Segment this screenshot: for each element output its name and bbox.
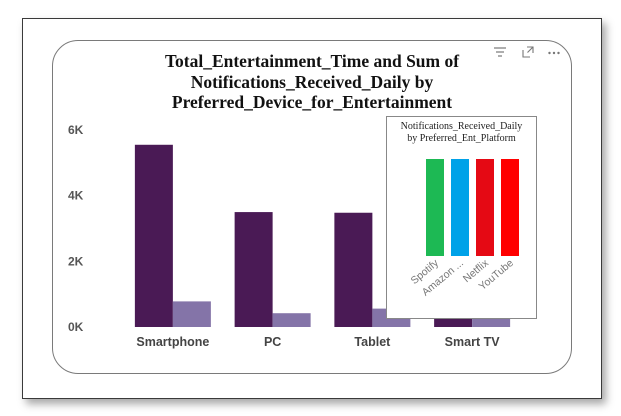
- tooltip-bar: [451, 159, 469, 256]
- bar-notifications[interactable]: [272, 313, 311, 327]
- y-tick-label: 4K: [68, 189, 84, 203]
- tooltip-bar: [476, 159, 494, 256]
- more-options-icon[interactable]: [547, 46, 561, 58]
- bar-notifications[interactable]: [472, 318, 511, 327]
- tooltip-title-line: by Preferred_Ent_Platform: [407, 133, 516, 144]
- bar-entertainment-time[interactable]: [134, 144, 173, 327]
- y-tick-label: 2K: [68, 254, 84, 268]
- tooltip-title: Notifications_Received_Daily by Preferre…: [387, 121, 536, 145]
- chart-title-line: Preferred_Device_for_Entertainment: [171, 92, 453, 112]
- x-category-label: Smart TV: [445, 335, 501, 349]
- chart-title-line: Notifications_Received_Daily by: [190, 71, 434, 92]
- chart-title-line: Total_Entertainment_Time and Sum of: [164, 51, 460, 71]
- tooltip-title-line: Notifications_Received_Daily: [400, 121, 523, 132]
- chart-title: Total_Entertainment_Time and Sum of Noti…: [118, 51, 506, 113]
- bar-notifications[interactable]: [172, 301, 211, 327]
- tooltip-bar: [426, 159, 444, 256]
- filter-icon[interactable]: [493, 46, 507, 58]
- x-category-label: PC: [264, 335, 281, 349]
- tooltip-bar: [501, 159, 519, 256]
- tooltip-chart: Notifications_Received_Daily by Preferre…: [386, 116, 537, 319]
- bar-entertainment-time[interactable]: [234, 212, 273, 327]
- x-category-label: Tablet: [354, 335, 391, 349]
- x-category-label: Smartphone: [136, 335, 209, 349]
- focus-mode-icon[interactable]: [521, 46, 535, 59]
- y-tick-label: 6K: [68, 123, 84, 137]
- y-tick-label: 0K: [68, 320, 84, 334]
- bar-entertainment-time[interactable]: [334, 212, 373, 327]
